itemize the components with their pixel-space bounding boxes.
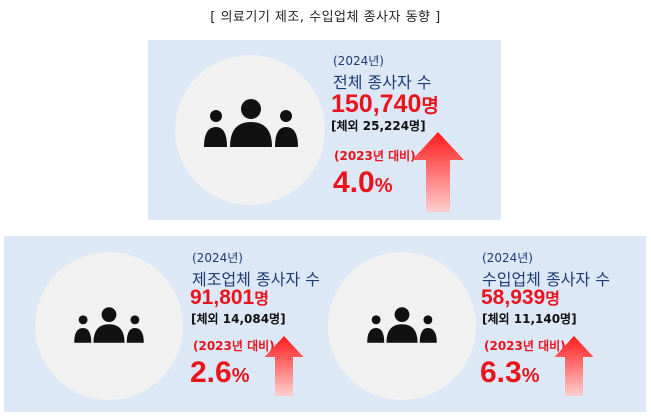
import-value-unit: 명 [545,289,560,308]
people-group-icon [367,307,437,343]
manufacture-value: 91,801명 [190,285,269,310]
total-value-unit: 명 [421,95,439,117]
import-foreign: [체외 11,140명] [482,312,577,326]
import-change: 6.3% [480,356,540,390]
manufacture-foreign: [체외 14,084명] [191,312,286,326]
total-value-number: 150,740 [331,90,422,118]
up-arrow-icon [264,336,304,396]
total-foreign: [체외 25,224명] [331,119,426,133]
import-value-number: 58,939 [481,286,546,309]
total-change-unit: % [374,175,393,197]
import-change-unit: % [521,365,540,387]
up-arrow-icon [412,132,464,212]
total-change-number: 4.0 [333,166,375,199]
total-label: 전체 종사자 수 [333,73,432,92]
manufacture-change: 2.6% [190,356,250,390]
manufacture-value-unit: 명 [254,289,269,308]
people-group-icon [74,307,144,343]
manufacture-compare: (2023년 대비) [193,339,275,353]
manufacture-change-unit: % [231,365,250,387]
people-group-icon [204,99,298,147]
total-change: 4.0% [333,166,393,200]
up-arrow-icon [554,336,594,396]
manufacture-change-number: 2.6 [190,356,232,389]
page-title: [ 의료기기 제조, 수입업체 종사자 동향 ] [210,10,441,25]
manufacture-year: (2024년) [192,251,243,265]
import-change-number: 6.3 [480,356,522,389]
total-value: 150,740명 [331,90,439,119]
total-compare: (2023년 대비) [334,149,416,163]
manufacture-label: 제조업체 종사자 수 [192,270,320,289]
import-value: 58,939명 [481,285,560,310]
manufacture-value-number: 91,801 [190,286,255,309]
total-year: (2024년) [333,54,384,68]
import-compare: (2023년 대비) [484,339,566,353]
import-label: 수입업체 종사자 수 [482,270,610,289]
import-year: (2024년) [482,251,533,265]
